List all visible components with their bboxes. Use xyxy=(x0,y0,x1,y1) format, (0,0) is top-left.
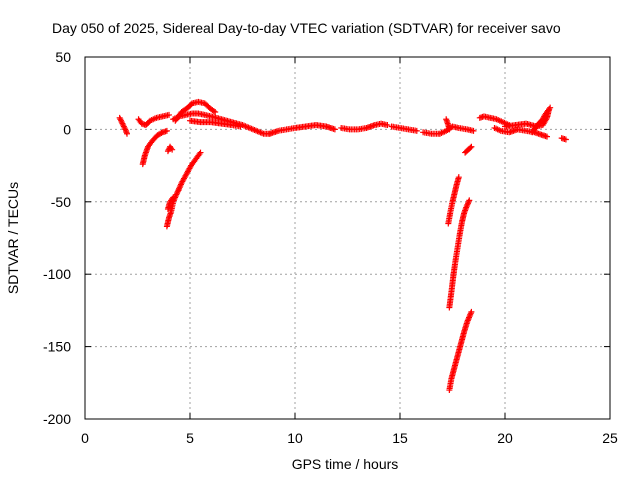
data-point xyxy=(562,136,569,143)
data-point xyxy=(331,126,338,133)
data-point xyxy=(158,130,165,137)
data-point xyxy=(470,127,477,134)
x-tick-label: 20 xyxy=(497,430,513,446)
y-tick-label: -50 xyxy=(51,194,71,210)
data-point xyxy=(468,143,475,150)
data-point xyxy=(455,174,462,181)
data-point xyxy=(169,146,176,153)
data-point xyxy=(197,149,204,156)
y-tick-label: -100 xyxy=(43,266,71,282)
y-tick-label: -200 xyxy=(43,411,71,427)
x-tick-label: 5 xyxy=(186,430,194,446)
data-point xyxy=(413,127,420,134)
data-point xyxy=(544,133,550,140)
data-point xyxy=(212,109,219,116)
x-tick-label: 0 xyxy=(81,430,89,446)
y-tick-label: -150 xyxy=(43,339,71,355)
data-point xyxy=(166,111,172,118)
x-axis-label: GPS time / hours xyxy=(292,456,399,472)
data-point xyxy=(237,123,244,130)
data-point xyxy=(467,144,474,151)
x-tick-label: 25 xyxy=(602,430,618,446)
data-point xyxy=(170,194,177,201)
data-point xyxy=(163,127,170,134)
data-point xyxy=(468,308,475,315)
data-point xyxy=(547,104,554,111)
data-point xyxy=(466,197,473,204)
x-tick-label: 15 xyxy=(392,430,408,446)
y-tick-label: 50 xyxy=(55,49,71,65)
chart-title: Day 050 of 2025, Sidereal Day-to-day VTE… xyxy=(52,20,561,36)
plot-frame xyxy=(84,56,611,420)
y-axis-label: SDTVAR / TECUs xyxy=(5,182,21,294)
data-point xyxy=(384,122,391,129)
x-tick-label: 10 xyxy=(287,430,303,446)
data-point xyxy=(124,130,130,137)
grid-lines xyxy=(85,57,610,419)
axis-ticks: 0 5 10 15 20 25 -200 -150 -100 -50 0 50 xyxy=(43,49,618,446)
data-point xyxy=(446,126,453,133)
y-tick-label: 0 xyxy=(63,121,71,137)
data-points xyxy=(116,98,569,394)
